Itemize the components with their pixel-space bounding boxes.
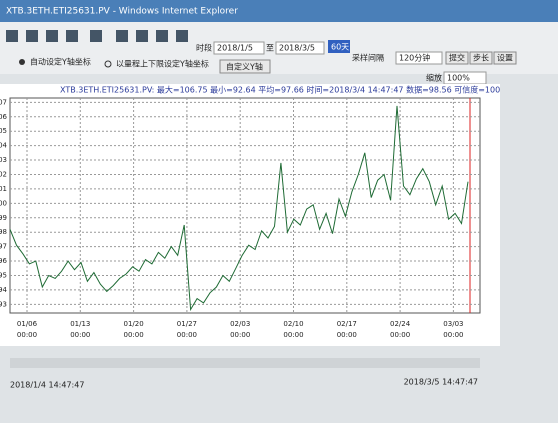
span-select[interactable] bbox=[328, 40, 350, 53]
x-tick-time: 00:00 bbox=[124, 331, 144, 339]
y-tick-label: 94 bbox=[0, 286, 8, 294]
icon[interactable] bbox=[116, 30, 128, 42]
y-tick-label: 95 bbox=[0, 271, 7, 279]
button[interactable] bbox=[445, 51, 469, 65]
end-date: 2018/3/5 bbox=[279, 44, 315, 53]
x-tick-label: 01/20 bbox=[124, 320, 144, 328]
scrollbar[interactable] bbox=[10, 358, 480, 368]
x-tick-time: 00:00 bbox=[337, 331, 357, 339]
series-line bbox=[9, 105, 469, 312]
to-label: 至 bbox=[266, 44, 274, 53]
button-text: 设置 bbox=[497, 53, 513, 63]
x-tick-label: 01/06 bbox=[17, 320, 38, 328]
icon[interactable] bbox=[136, 30, 148, 42]
x-tick-time: 00:00 bbox=[230, 331, 250, 339]
icon[interactable] bbox=[66, 30, 78, 42]
tool-icons[interactable] bbox=[6, 30, 188, 42]
period-label: 时段 bbox=[196, 43, 212, 53]
x-tick-time: 00:00 bbox=[390, 331, 410, 339]
x-tick-label: 02/17 bbox=[337, 320, 357, 328]
span: 60天 bbox=[331, 43, 349, 52]
window-title: XTB.3ETH.ETI25631.PV - Windows Internet … bbox=[6, 7, 238, 17]
y-tick-label: 96 bbox=[0, 257, 8, 265]
icon[interactable] bbox=[46, 30, 58, 42]
x-tick-label: 02/10 bbox=[283, 320, 303, 328]
x-tick-time: 00:00 bbox=[17, 331, 37, 339]
y-tick-label: 07 bbox=[0, 98, 7, 106]
interval-select[interactable] bbox=[395, 51, 443, 65]
x-end: 2018/3/5 14:47:47 bbox=[404, 378, 478, 387]
chart-area bbox=[0, 84, 500, 346]
interval: 120分钟 bbox=[399, 53, 430, 63]
y-tick-label: 00 bbox=[0, 199, 7, 207]
custom-y-button[interactable] bbox=[219, 59, 271, 74]
button-text: 提交 bbox=[449, 53, 465, 63]
x-tick-label: 02/03 bbox=[230, 320, 250, 328]
zoom: 100% bbox=[447, 74, 470, 83]
y-tick-label: 02 bbox=[0, 170, 7, 178]
icon[interactable] bbox=[90, 30, 102, 42]
x-tick-label: 01/27 bbox=[177, 320, 197, 328]
interval-label: 采样间隔 bbox=[352, 53, 384, 63]
icon[interactable] bbox=[176, 30, 188, 42]
x-start: 2018/1/4 14:47:47 bbox=[10, 381, 84, 390]
button[interactable] bbox=[469, 51, 493, 65]
x-tick-label: 01/13 bbox=[70, 320, 90, 328]
x-tick-label: 02/24 bbox=[390, 320, 411, 328]
y-tick-label: 98 bbox=[0, 228, 7, 236]
start-input[interactable] bbox=[213, 41, 265, 55]
y-tick-label: 97 bbox=[0, 243, 7, 251]
x-tick-time: 00:00 bbox=[283, 331, 303, 339]
end-input[interactable] bbox=[275, 41, 325, 55]
chart-title: XTB.3ETH.ETI25631.PV: 最大=106.75 最小=92.64… bbox=[60, 85, 500, 95]
y-tick-label: 01 bbox=[0, 185, 7, 193]
x-tick-time: 00:00 bbox=[443, 331, 463, 339]
start-date: 2018/1/5 bbox=[217, 44, 253, 53]
y-tick-label: 04 bbox=[0, 142, 8, 150]
x-tick-time: 00:00 bbox=[70, 331, 90, 339]
y-tick-label: 05 bbox=[0, 127, 7, 135]
radio-range: 以量程上下限设定Y轴坐标 bbox=[116, 59, 209, 69]
radio[interactable] bbox=[19, 59, 25, 65]
title-bar bbox=[0, 0, 558, 22]
zoom-label: 缩放 bbox=[426, 73, 442, 83]
button[interactable] bbox=[493, 51, 517, 65]
x-tick-label: 03/03 bbox=[443, 320, 463, 328]
y-tick-label: 06 bbox=[0, 113, 8, 121]
x-tick-time: 00:00 bbox=[177, 331, 197, 339]
y-tick-label: 99 bbox=[0, 214, 7, 222]
plot-frame bbox=[9, 97, 481, 314]
icon[interactable] bbox=[6, 30, 18, 42]
custom-y-text: 自定义Y轴 bbox=[226, 62, 263, 72]
icon[interactable] bbox=[26, 30, 38, 42]
radio-auto: 自动设定Y轴坐标 bbox=[30, 57, 91, 67]
button-text: 步长 bbox=[473, 53, 489, 63]
icon[interactable] bbox=[156, 30, 168, 42]
y-tick-label: 03 bbox=[0, 156, 7, 164]
y-tick-label: 93 bbox=[0, 300, 7, 308]
radio[interactable] bbox=[104, 60, 112, 68]
